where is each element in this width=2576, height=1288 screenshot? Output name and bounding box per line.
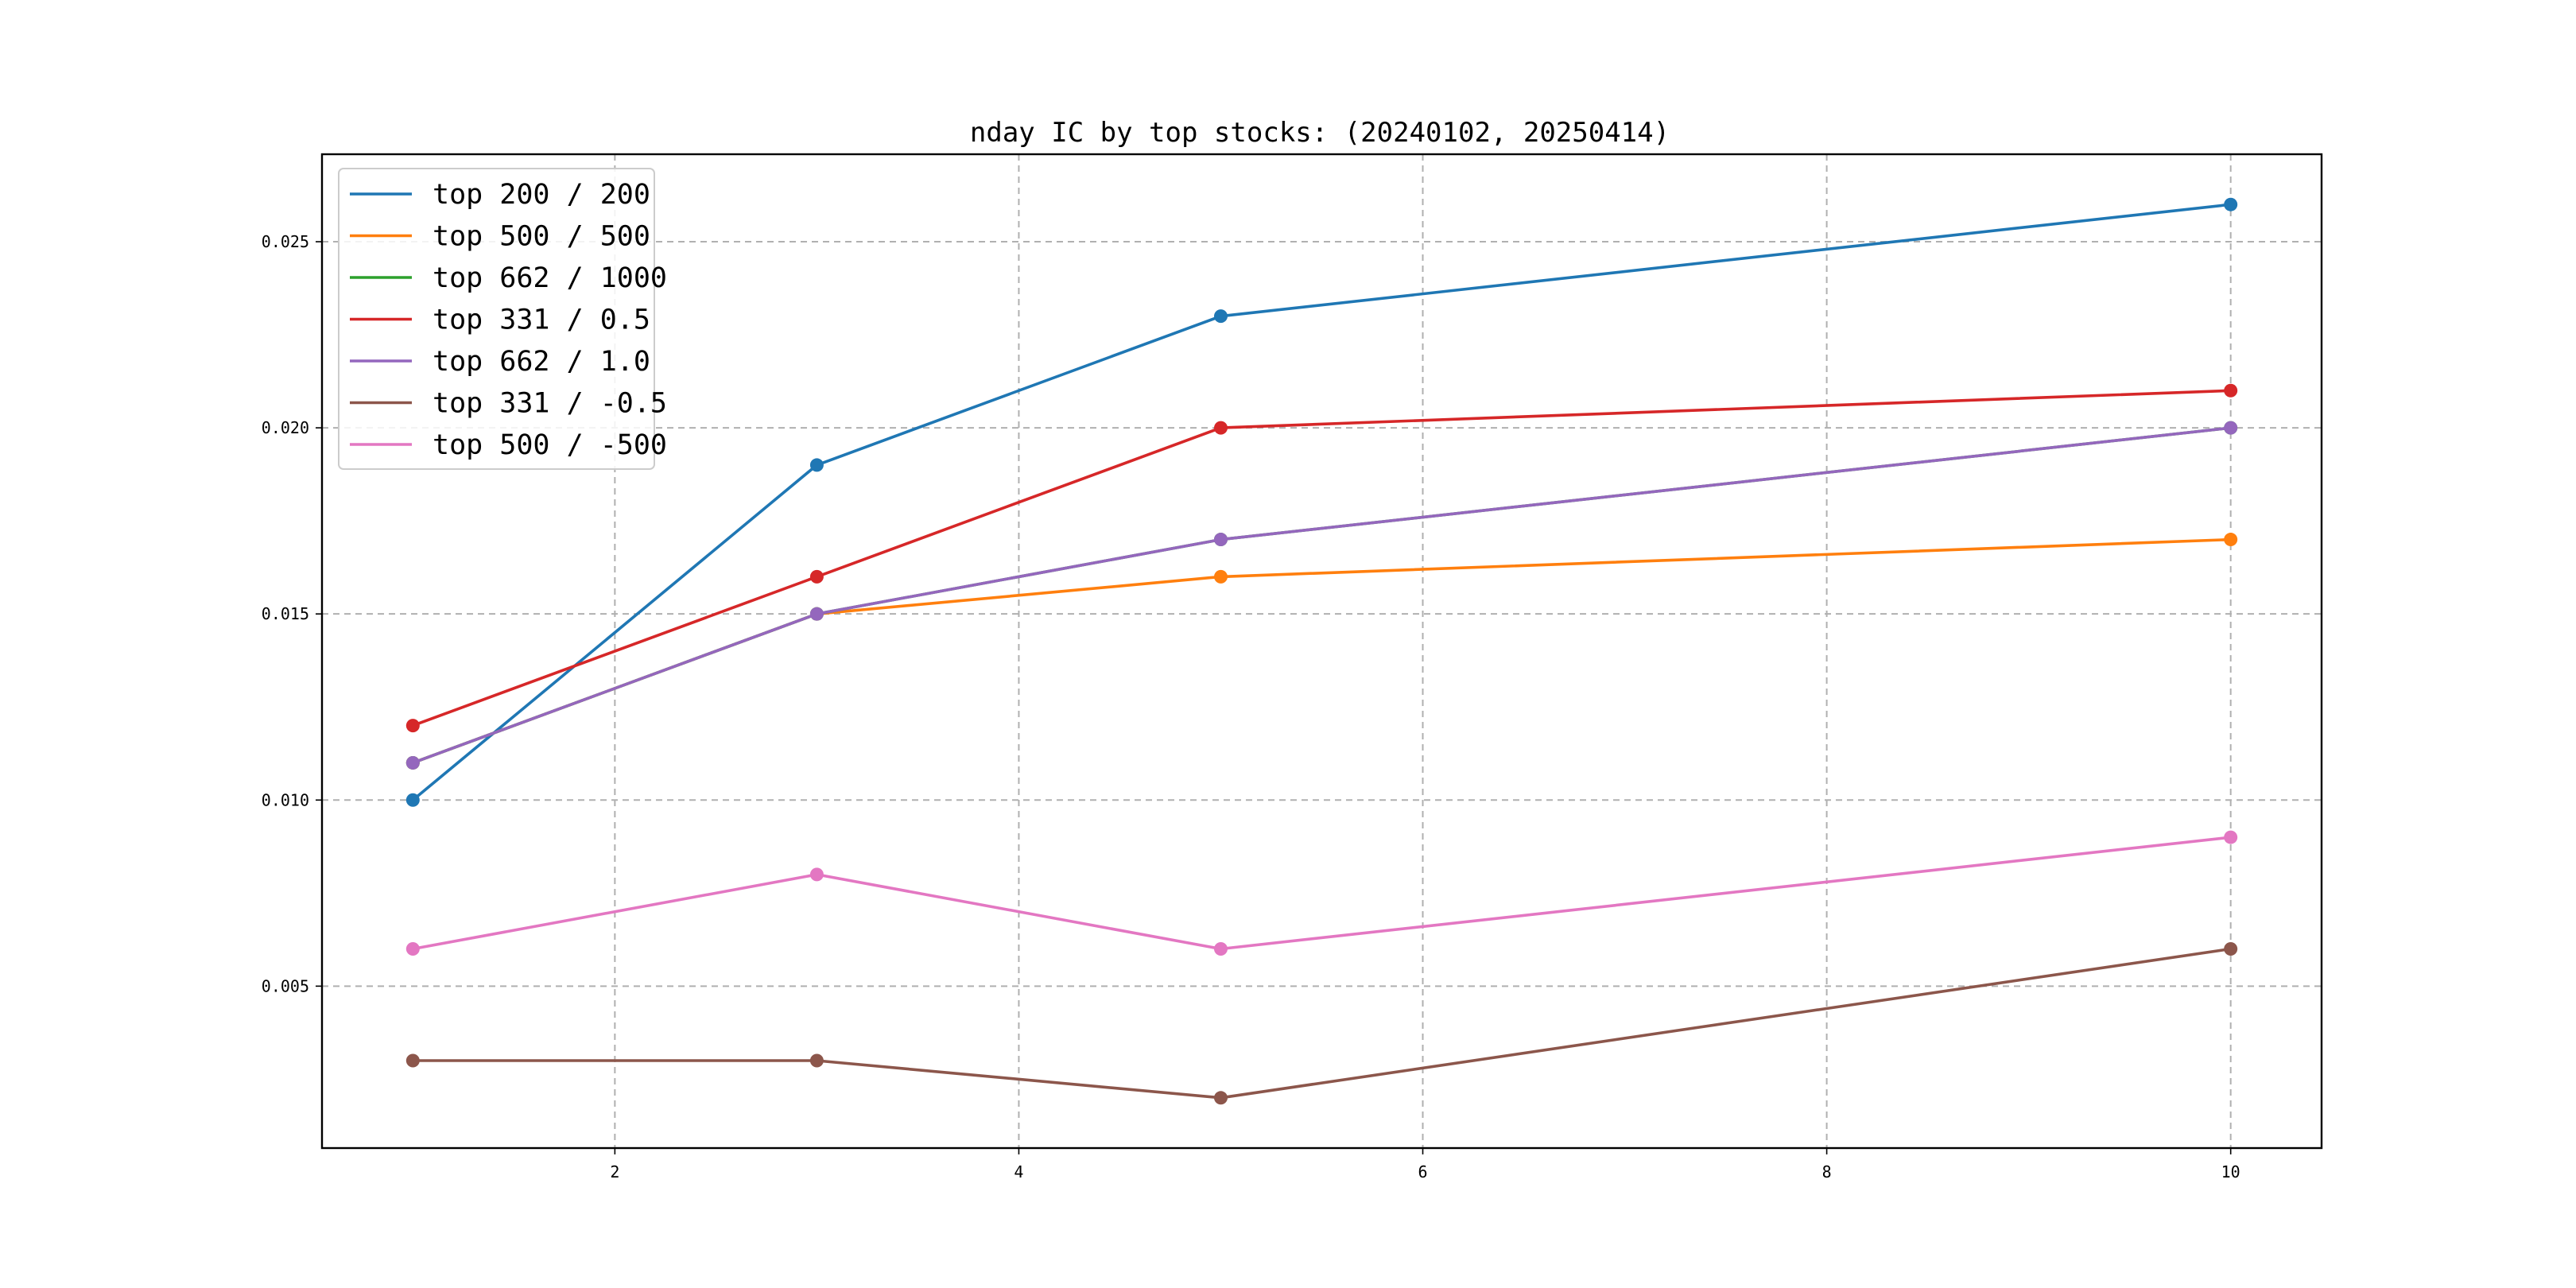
- data-point: [2224, 421, 2238, 435]
- data-point: [2224, 942, 2238, 956]
- legend-label: top 662 / 1.0: [433, 346, 650, 378]
- data-point: [809, 569, 824, 584]
- data-point: [405, 755, 420, 770]
- data-point: [1213, 569, 1228, 584]
- y-tick-label: 0.005: [262, 976, 309, 995]
- legend-label: top 500 / -500: [433, 429, 667, 461]
- series-line: [412, 426, 2231, 765]
- data-point: [405, 1053, 420, 1068]
- data-point: [2224, 197, 2238, 211]
- data-point: [809, 1053, 824, 1068]
- series-line: [413, 947, 2231, 1100]
- x-tick-label: 6: [1418, 1162, 1427, 1181]
- data-point: [1213, 533, 1228, 547]
- data-point: [2224, 830, 2238, 844]
- data-point: [809, 458, 824, 472]
- legend-label: top 500 / 500: [433, 221, 650, 253]
- data-point: [405, 793, 420, 807]
- data-point: [809, 607, 824, 621]
- series-line: [412, 389, 2231, 727]
- y-tick-label: 0.020: [262, 418, 309, 437]
- data-point: [405, 942, 420, 956]
- data-point: [1213, 942, 1228, 956]
- legend-label: top 331 / -0.5: [433, 388, 667, 420]
- y-tick-label: 0.015: [262, 604, 309, 623]
- y-tick-label: 0.010: [262, 790, 309, 809]
- plot-frame: [320, 153, 2323, 1150]
- x-tick-label: 4: [1014, 1162, 1023, 1181]
- axis-ticks: 2 4 6 8 10 0.005 0.010 0.015 0.020 0.025: [262, 232, 2240, 1181]
- legend-label: top 200 / 200: [433, 179, 650, 211]
- chart-title: nday IC by top stocks: (20240102, 202504…: [970, 117, 1670, 149]
- series-layer: [405, 197, 2238, 1105]
- x-tick-label: 10: [2221, 1162, 2240, 1181]
- legend-label: top 662 / 1000: [433, 262, 667, 294]
- legend: top 200 / 200 top 500 / 500 top 662 / 1000…: [338, 168, 667, 470]
- data-point: [809, 867, 824, 882]
- series-line: [412, 203, 2231, 801]
- y-tick-label: 0.025: [262, 232, 309, 251]
- data-point: [2224, 383, 2238, 398]
- data-point: [1213, 1091, 1228, 1105]
- data-point: [2224, 533, 2238, 547]
- data-point: [1213, 309, 1228, 324]
- series-line: [412, 836, 2231, 951]
- x-tick-label: 8: [1822, 1162, 1832, 1181]
- data-point: [1213, 421, 1228, 435]
- grid-lines: [322, 154, 2322, 1148]
- x-tick-label: 2: [610, 1162, 619, 1181]
- data-point: [405, 719, 420, 733]
- legend-label: top 331 / 0.5: [433, 305, 650, 336]
- legend-box: [338, 168, 655, 470]
